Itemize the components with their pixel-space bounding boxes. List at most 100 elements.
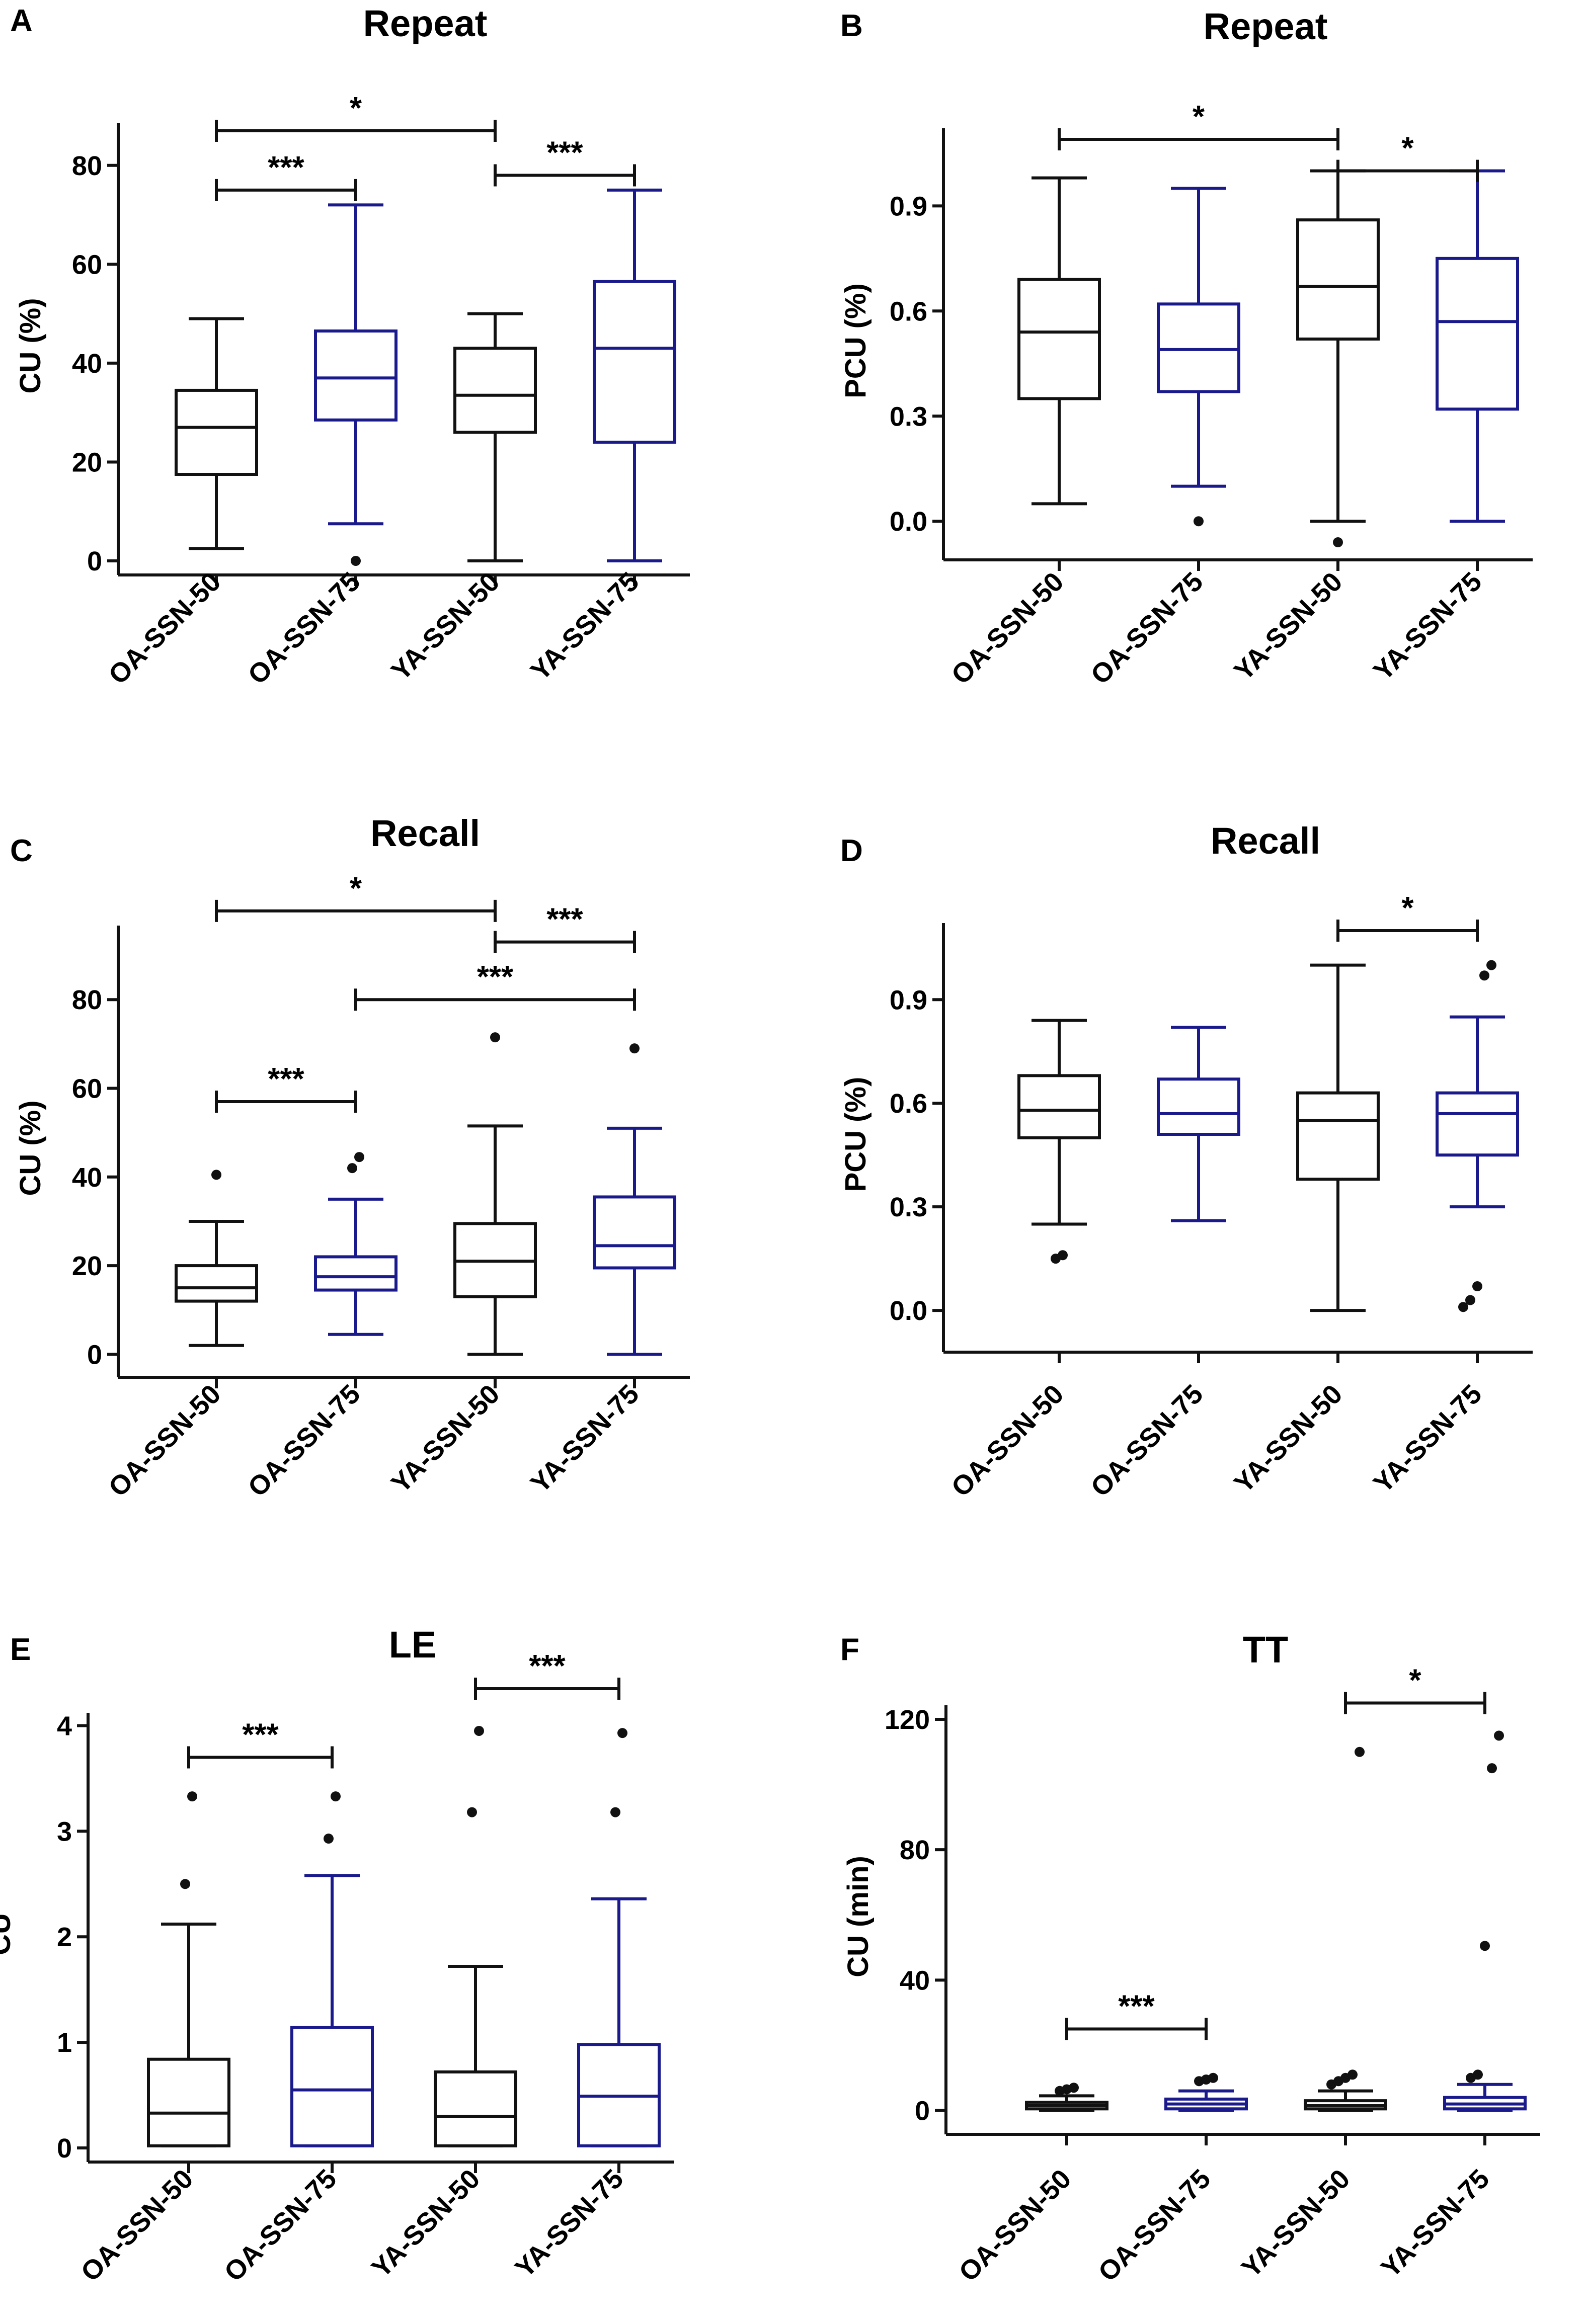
outlier-point — [351, 556, 361, 566]
x-tick-label: OA-SSN-50 — [953, 2164, 1077, 2287]
box-iqr — [434, 2070, 517, 2147]
y-tick-label: 40 — [900, 1965, 930, 1996]
outlier-point — [1465, 1295, 1475, 1305]
x-tick-label: OA-SSN-75 — [1085, 566, 1209, 690]
outlier-point — [1058, 1250, 1068, 1261]
outlier-point — [1494, 1730, 1504, 1741]
outlier-point — [1480, 1941, 1490, 1951]
panel-c: C Recall 0 20 40 60 80 CU (%) OA-SSN-50 OA-SSN-… — [10, 812, 690, 1503]
outlier-point — [187, 1791, 197, 1802]
outlier-point — [1479, 970, 1489, 981]
box-iqr — [290, 2026, 374, 2147]
y-tick-label: 0.0 — [890, 1296, 927, 1326]
y-tick-label: 0.3 — [890, 1192, 927, 1222]
y-tick-label: 3 — [57, 1816, 72, 1847]
box-iqr — [1436, 257, 1519, 411]
x-tick-label: OA-SSN-50 — [75, 2164, 199, 2287]
chart-title: Recall — [1211, 820, 1320, 862]
y-axis-label: CU — [0, 1913, 17, 1955]
y-axis-label: PCU (%) — [839, 1077, 872, 1192]
x-tick-label: YA-SSN-75 — [1368, 566, 1487, 686]
y-tick-label: 0.6 — [890, 296, 927, 326]
y-tick-label: 60 — [72, 250, 102, 280]
x-tick-label: YA-SSN-75 — [525, 1379, 645, 1499]
panel-b: B Repeat 0.0 0.3 0.6 0.9 PCU (%) OA-SSN-50 OA-… — [839, 6, 1533, 690]
x-tick-label: YA-SSN-50 — [1228, 1379, 1348, 1499]
significance-label: * — [1401, 131, 1414, 166]
panel-letter: C — [10, 834, 33, 868]
significance-label: * — [1409, 1664, 1421, 1698]
chart-title: Repeat — [1204, 6, 1328, 47]
outlier-point — [1208, 2072, 1218, 2083]
box-iqr — [1017, 278, 1101, 400]
x-tick-label: YA-SSN-50 — [1236, 2164, 1356, 2283]
outlier-point — [610, 1807, 620, 1817]
significance-label: *** — [1118, 1989, 1155, 2024]
y-tick-label: 80 — [72, 151, 102, 181]
outlier-point — [1472, 1281, 1482, 1292]
panel-letter: D — [840, 834, 863, 868]
y-axis-label: CU (%) — [14, 298, 47, 393]
significance-label: * — [350, 871, 362, 906]
y-tick-label: 0.9 — [890, 985, 927, 1015]
significance-label: *** — [477, 960, 514, 994]
panel-a: A Repeat 0 20 40 60 80 CU (%) OA-SSN-50 OA-SSN-… — [10, 3, 690, 690]
x-tick-label: YA-SSN-50 — [385, 1379, 505, 1499]
panel-d: D Recall 0.0 0.3 0.6 0.9 PCU (%) OA-SSN-50 OA-… — [839, 820, 1533, 1503]
outlier-point — [1355, 1747, 1365, 1757]
outlier-point — [1458, 1302, 1468, 1312]
y-tick-label: 0 — [57, 2133, 72, 2164]
y-tick-label: 80 — [72, 985, 102, 1015]
box-iqr — [175, 1264, 258, 1303]
y-tick-label: 0 — [87, 1340, 102, 1370]
outlier-point — [629, 1043, 640, 1054]
outlier-point — [180, 1879, 190, 1889]
x-tick-label: OA-SSN-50 — [103, 566, 226, 690]
significance-label: * — [1401, 891, 1414, 926]
y-tick-label: 0.0 — [890, 507, 927, 537]
panel-letter: B — [840, 9, 863, 43]
y-axis-label: PCU (%) — [839, 283, 872, 398]
panel-letter: E — [10, 1632, 31, 1667]
x-tick-label: OA-SSN-50 — [945, 1379, 1069, 1503]
x-tick-label: OA-SSN-75 — [218, 2164, 342, 2287]
y-tick-label: 40 — [72, 1163, 102, 1193]
significance-label: *** — [268, 1062, 304, 1097]
box-iqr — [1017, 1074, 1101, 1139]
outlier-point — [474, 1725, 484, 1736]
chart-title: TT — [1243, 1629, 1288, 1671]
box-iqr — [175, 388, 258, 476]
outlier-point — [1486, 960, 1496, 970]
y-tick-label: 0.9 — [890, 191, 927, 221]
x-tick-label: OA-SSN-50 — [945, 566, 1069, 690]
x-tick-label: OA-SSN-75 — [242, 566, 366, 690]
outlier-point — [331, 1791, 341, 1802]
outlier-point — [1487, 1763, 1497, 1774]
panel-letter: A — [10, 4, 33, 38]
outlier-point — [347, 1163, 357, 1174]
box-iqr — [314, 1255, 398, 1292]
outlier-point — [324, 1834, 334, 1844]
x-tick-label: OA-SSN-50 — [103, 1379, 226, 1503]
chart-title: LE — [389, 1624, 437, 1666]
y-tick-label: 0.3 — [890, 401, 927, 432]
outlier-point — [1348, 2069, 1358, 2080]
outlier-point — [1333, 537, 1343, 548]
y-tick-label: 20 — [72, 447, 102, 477]
outlier-point — [211, 1170, 221, 1180]
x-tick-label: YA-SSN-50 — [385, 566, 505, 686]
y-axis-label: CU (%) — [14, 1100, 47, 1196]
y-tick-label: 40 — [72, 349, 102, 379]
x-tick-label: YA-SSN-75 — [1368, 1379, 1487, 1499]
box-iqr — [1296, 1091, 1380, 1181]
y-tick-label: 2 — [57, 1922, 72, 1952]
y-tick-label: 80 — [900, 1835, 930, 1865]
box-iqr — [593, 1195, 676, 1270]
y-tick-label: 0 — [87, 546, 102, 576]
significance-label: *** — [268, 150, 304, 185]
panel-letter: F — [840, 1632, 859, 1667]
y-tick-label: 20 — [72, 1251, 102, 1281]
significance-label: *** — [529, 1649, 566, 1684]
